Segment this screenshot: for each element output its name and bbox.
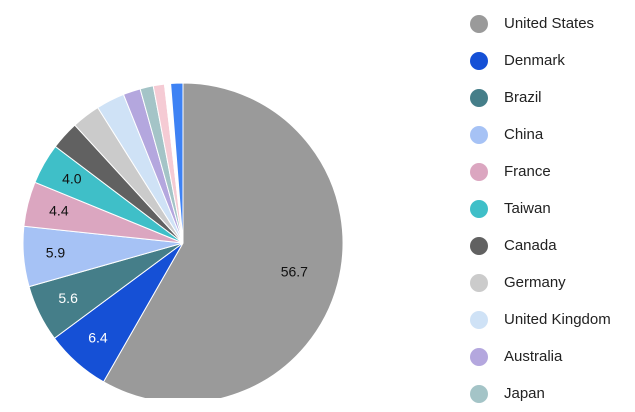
legend-swatch-japan bbox=[470, 384, 488, 403]
legend-item-france: France bbox=[470, 153, 635, 190]
legend-item-united-kingdom: United Kingdom bbox=[470, 301, 635, 338]
pie-slice-united-states bbox=[102, 82, 344, 398]
legend-label-australia: Australia bbox=[504, 348, 563, 365]
data-label-taiwan: 4.0 bbox=[62, 170, 82, 186]
legend-label-united-states: United States bbox=[504, 15, 595, 32]
legend-label-brazil: Brazil bbox=[504, 89, 542, 106]
pie-chart: 56.7 6.4 5.6 5.9 4.4 4.0 bbox=[22, 82, 344, 398]
legend-swatch-france bbox=[470, 162, 488, 181]
chart-root: 56.7 6.4 5.6 5.9 4.4 4.0 United States Denmark… bbox=[22, 14, 611, 403]
data-label-china: 5.9 bbox=[46, 245, 66, 261]
legend-swatch-germany bbox=[470, 273, 488, 292]
legend-swatch-canada bbox=[470, 236, 488, 255]
data-label-denmark: 6.4 bbox=[88, 329, 108, 345]
legend-item-japan: Japan bbox=[470, 375, 635, 412]
legend-label-united-kingdom: United Kingdom bbox=[504, 311, 611, 328]
legend-swatch-china bbox=[470, 125, 488, 144]
legend-item-germany: Germany bbox=[470, 264, 635, 301]
pie-data-labels: 56.7 6.4 5.6 5.9 4.4 4.0 bbox=[46, 170, 308, 345]
legend-label-china: China bbox=[504, 126, 544, 143]
legend-swatch-taiwan bbox=[470, 199, 488, 218]
data-label-france: 4.4 bbox=[49, 202, 69, 218]
data-label-united-states: 56.7 bbox=[281, 263, 308, 279]
legend-item-australia: Australia bbox=[470, 338, 635, 375]
legend-label-taiwan: Taiwan bbox=[504, 200, 551, 217]
legend-swatch-united-kingdom bbox=[470, 310, 488, 329]
data-label-brazil: 5.6 bbox=[58, 290, 78, 306]
legend-label-germany: Germany bbox=[504, 274, 566, 291]
legend-swatch-brazil bbox=[470, 88, 488, 107]
pie-slices bbox=[22, 82, 344, 398]
legend-swatch-united-states bbox=[470, 14, 488, 33]
legend-item-denmark: Denmark bbox=[470, 42, 635, 79]
legend-item-taiwan: Taiwan bbox=[470, 190, 635, 227]
legend-label-denmark: Denmark bbox=[504, 52, 565, 69]
legend-label-japan: Japan bbox=[504, 385, 545, 402]
legend: United States Denmark Brazil China France Tai… bbox=[470, 5, 635, 412]
legend-item-brazil: Brazil bbox=[470, 79, 635, 116]
pie-slice-other-13 bbox=[170, 82, 184, 244]
legend-swatch-denmark bbox=[470, 51, 488, 70]
legend-label-france: France bbox=[504, 163, 551, 180]
legend-item-china: China bbox=[470, 116, 635, 153]
legend-swatch-australia bbox=[470, 347, 488, 366]
legend-item-united-states: United States bbox=[470, 5, 635, 42]
legend-item-canada: Canada bbox=[470, 227, 635, 264]
legend-label-canada: Canada bbox=[504, 237, 557, 254]
